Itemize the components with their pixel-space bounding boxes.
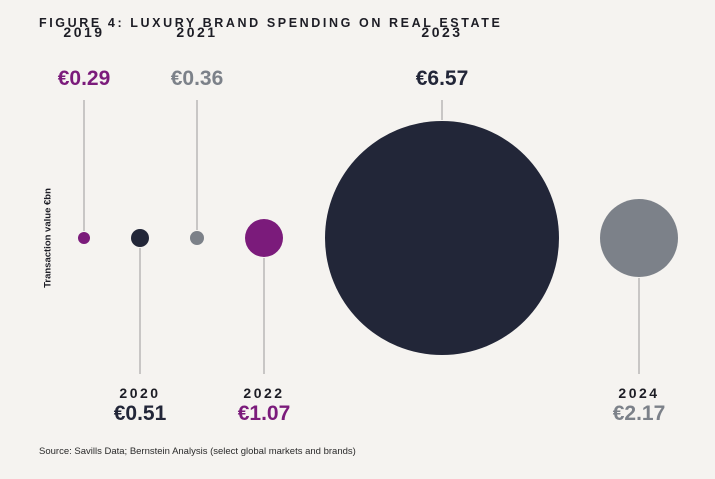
value-label: €6.57 [416,67,469,90]
bubble-2024 [600,199,678,277]
year-label: 2023 [421,24,462,40]
year-label: 2024 [618,385,659,401]
value-label: €0.36 [171,67,224,90]
year-label: 2020 [119,385,160,401]
value-label: €0.51 [114,402,167,425]
bubble-2023 [325,121,559,355]
value-label: €0.29 [58,67,111,90]
bubble-2022 [245,219,283,257]
year-label: 2019 [63,24,104,40]
bubble-2019 [78,232,90,244]
year-label: 2022 [243,385,284,401]
value-label: €1.07 [238,402,291,425]
value-label: €2.17 [613,402,666,425]
chart-title: FIGURE 4: LUXURY BRAND SPENDING ON REAL … [39,16,503,30]
source-note: Source: Savills Data; Bernstein Analysis… [39,446,356,457]
year-label: 2021 [176,24,217,40]
bubble-2021 [190,231,204,245]
bubble-2020 [131,229,149,247]
